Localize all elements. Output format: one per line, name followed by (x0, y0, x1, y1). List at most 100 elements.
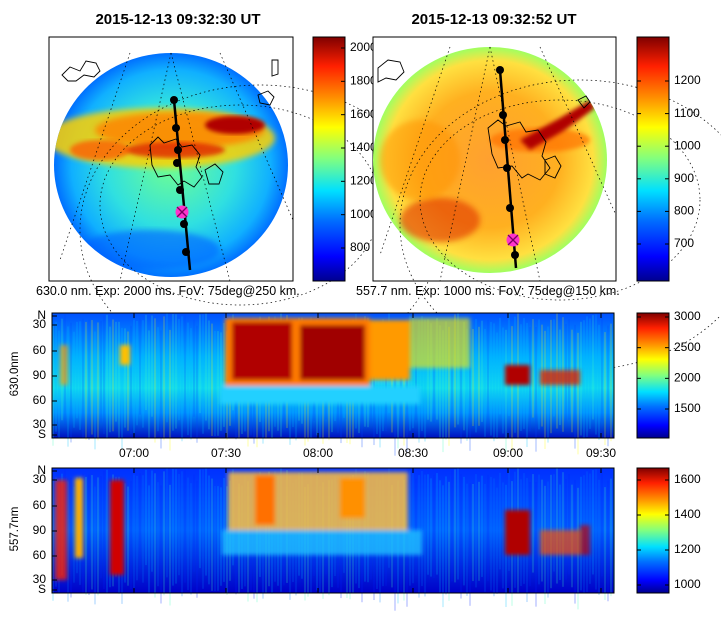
keogram-630-streak (70, 322, 72, 443)
keogram-630-streak (214, 330, 216, 437)
keogram-630-xtick: 08:30 (398, 446, 428, 460)
left-colorbar-tick: 800 (350, 240, 370, 254)
keogram-630-streak (583, 320, 585, 438)
keogram-557-streak (565, 479, 567, 580)
keogram-557-streak (202, 469, 204, 589)
keogram-557-ytick: 90 (33, 523, 47, 537)
keogram-630-streak (595, 314, 597, 435)
right-panel-caption: 557.7 nm. Exp: 1000 ms. FoV: 75deg@150 k… (356, 284, 620, 298)
keogram-630-streak (199, 314, 201, 414)
keogram-557-streak (88, 474, 90, 595)
keogram-630-streak (463, 321, 465, 431)
keogram-557-streak (409, 470, 411, 586)
right-colorbar-tick: 1000 (674, 138, 701, 152)
keogram-557-colorbar-tick: 1200 (674, 542, 701, 556)
keogram-557-streak (532, 474, 534, 573)
keogram-557-streak (457, 468, 459, 580)
keogram-630-streak (457, 313, 459, 425)
keogram-630-streak (481, 320, 483, 422)
keogram-557-streak (166, 468, 168, 578)
keogram-557-streak (595, 469, 597, 590)
keogram-630-streak (154, 318, 156, 443)
keogram-557-streak (568, 473, 570, 575)
keogram-630-streak (493, 323, 495, 442)
keogram-557-streak (604, 487, 606, 600)
keogram-630-streak (478, 326, 480, 426)
keogram-557-streak (562, 472, 564, 587)
keogram-630-streak (442, 330, 444, 453)
keogram-630-streak (454, 314, 456, 428)
keogram-630-streak (598, 324, 600, 440)
keogram-630-streak (163, 316, 165, 441)
keogram-557-streak (415, 478, 417, 576)
keogram-557-colorbar-tick: 1000 (674, 577, 701, 591)
keogram-557-streak (184, 469, 186, 583)
keogram-557-streak (124, 483, 126, 583)
keogram-557-streak (493, 478, 495, 597)
keogram-630-streak (130, 325, 132, 435)
keogram-630-streak (217, 331, 219, 436)
keogram-557-streak (157, 482, 159, 587)
keogram-557-streak (610, 478, 612, 597)
right-colorbar-tick: 900 (674, 171, 694, 185)
keogram-557-colorbar-tick: 1400 (674, 507, 701, 521)
keogram-557-streak (199, 469, 201, 569)
keogram-557-streak (469, 483, 471, 606)
keogram-630-streak (439, 325, 441, 438)
keogram-557-streak (598, 479, 600, 595)
keogram-630-streak (82, 318, 84, 439)
keogram-557-streak (139, 473, 141, 570)
keogram-630-streak (181, 316, 183, 442)
keogram-557-streak (442, 485, 444, 608)
keogram-630-streak (466, 328, 468, 441)
keogram-630-streak (76, 321, 78, 419)
keogram-630-streak (403, 324, 405, 446)
keogram-630-xtick: 07:00 (119, 446, 149, 460)
keogram-630-streak (433, 320, 435, 423)
keogram-630-ytick: N (37, 308, 46, 322)
left-colorbar-tick: 1600 (350, 107, 377, 121)
keogram-557-ytick: 60 (33, 498, 47, 512)
right-colorbar-tick: 1100 (674, 106, 700, 120)
keogram-630-streak (472, 328, 474, 427)
keogram-557-streak (154, 473, 156, 598)
keogram-557-streak (463, 476, 465, 586)
keogram-630-streak (58, 330, 60, 438)
right-aurora (380, 100, 595, 242)
keogram-630-ytick: 30 (33, 317, 47, 331)
keogram-557-streak (448, 481, 450, 601)
keogram-630-streak (55, 321, 57, 432)
keogram-557-streak (187, 477, 189, 591)
keogram-630-streak (127, 331, 129, 431)
keogram-630-streak (118, 321, 120, 439)
keogram-630-xtick: 09:00 (493, 446, 523, 460)
keogram-630-streak (103, 315, 105, 435)
keogram-557-streak (220, 487, 222, 586)
keogram-557-streak (100, 476, 102, 579)
keogram-630-streak (178, 318, 180, 421)
keogram-630-colorbar-tick: 2000 (674, 371, 701, 385)
keogram-630-colorbar-tick: 1500 (674, 401, 701, 415)
keogram-557-ylabel: 557.7nm (9, 506, 21, 552)
left-marker-icon (175, 205, 189, 219)
keogram-557-streak (52, 479, 54, 601)
keogram-557-streak (136, 475, 138, 581)
keogram-557-streak (97, 477, 99, 596)
keogram-630-streak (94, 331, 96, 450)
keogram-630-streak (607, 325, 609, 447)
keogram-557-streak (145, 469, 147, 566)
keogram-557-streak (553, 474, 555, 572)
keogram-557-ytick: N (37, 463, 46, 477)
keogram-630-streak (211, 323, 213, 436)
keogram-557-streak (484, 483, 486, 592)
keogram-557-streak (67, 481, 69, 602)
keogram-630-streak (580, 321, 582, 436)
keogram-557-streak (217, 486, 219, 591)
keogram-630-streak (112, 319, 114, 432)
keogram-630-streak (511, 326, 513, 451)
keogram-557-streak (91, 475, 93, 590)
keogram-557-streak (148, 485, 150, 593)
keogram-630-streak (553, 319, 555, 417)
keogram-630-streak (223, 322, 225, 427)
keogram-630-streak (436, 318, 438, 420)
